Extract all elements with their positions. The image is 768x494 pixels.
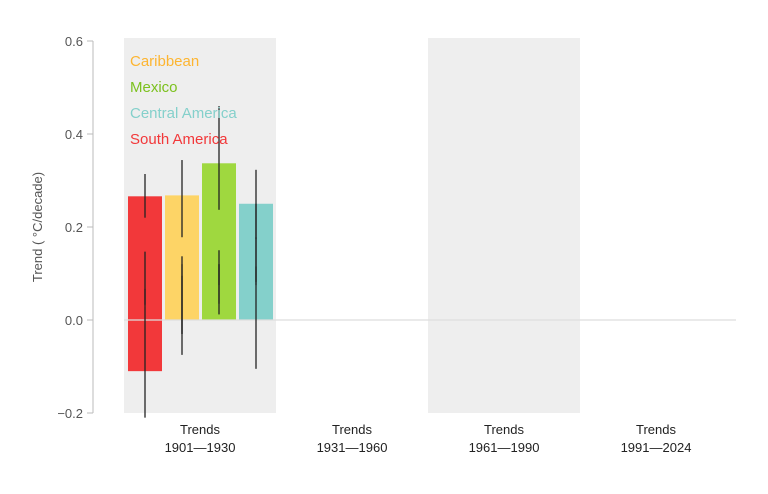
category-label-line2: 1901—1930 <box>165 440 236 455</box>
y-tick-label: 0.6 <box>65 34 83 49</box>
category-label-line2: 1931—1960 <box>317 440 388 455</box>
category-label-line1: Trends <box>180 422 220 437</box>
y-tick-label: 0.4 <box>65 127 83 142</box>
period-shade-band <box>428 38 580 413</box>
y-tick-label: −0.2 <box>57 406 83 421</box>
y-tick-label: 0.2 <box>65 220 83 235</box>
category-label-line2: 1991—2024 <box>621 440 692 455</box>
legend-entry-mexico: Mexico <box>130 79 178 96</box>
category-label-line2: 1961—1990 <box>469 440 540 455</box>
legend-entry-caribbean: Caribbean <box>130 53 199 70</box>
category-label-line1: Trends <box>332 422 372 437</box>
y-tick-label: 0.0 <box>65 313 83 328</box>
legend-entry-central-america: Central America <box>130 105 237 122</box>
y-axis-label: Trend ( °C/decade) <box>30 172 45 282</box>
category-label-line1: Trends <box>484 422 524 437</box>
category-label-line1: Trends <box>636 422 676 437</box>
legend-entry-south-america: South America <box>130 131 228 148</box>
